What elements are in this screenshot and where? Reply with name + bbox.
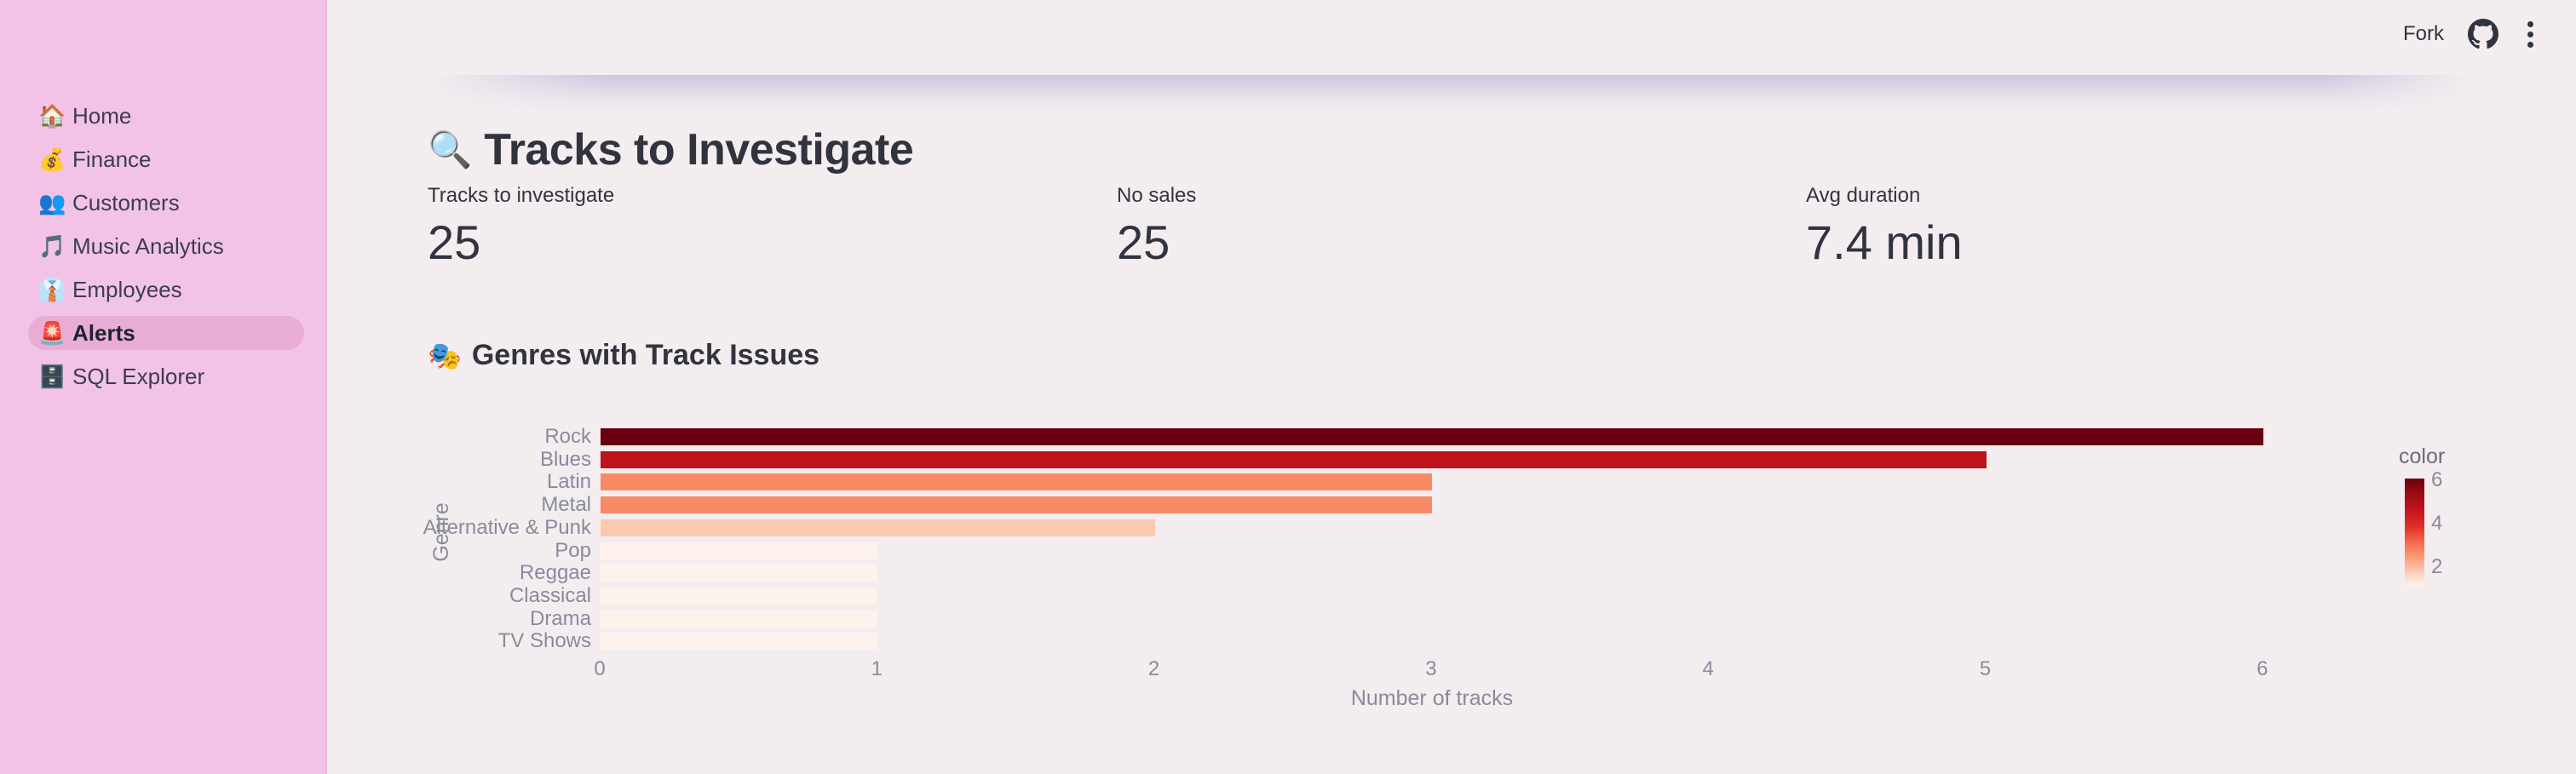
category-label: Metal (541, 493, 591, 517)
sidebar: 🏠 Home 💰 Finance 👥 Customers 🎵 Music Analytics 👔… (0, 0, 327, 774)
magnifier-icon: 🔍 (428, 129, 473, 169)
metric-label: No sales (1117, 184, 1197, 207)
bar-latin (601, 473, 1432, 491)
x-axis-title: Number of tracks (1350, 686, 1514, 710)
legend-tick-label: 6 (2431, 468, 2443, 491)
sidebar-item-label: Finance (72, 146, 152, 172)
sidebar-item-label: Music Analytics (72, 232, 224, 259)
money-bag-icon: 💰 (38, 146, 66, 172)
bar-classical (601, 587, 878, 605)
category-label: Alternative & Punk (423, 515, 591, 539)
x-tick-label: 1 (871, 657, 883, 680)
x-tick-label: 5 (1979, 657, 1992, 680)
sidebar-item-label: Alerts (72, 319, 135, 346)
header-shadow-decoration (426, 75, 2470, 114)
metric-value: 7.4 min (1806, 215, 1963, 269)
category-label: Reggae (519, 561, 591, 585)
sidebar-item-sql-explorer[interactable]: 🗄️ SQL Explorer (28, 359, 304, 393)
sidebar-item-alerts[interactable]: 🚨 Alerts (28, 316, 304, 350)
x-tick-label: 0 (594, 657, 606, 680)
x-tick-label: 4 (1702, 657, 1714, 680)
metrics-row: Tracks to investigate 25 No sales 25 Avg… (428, 184, 2489, 272)
sidebar-item-customers[interactable]: 👥 Customers (28, 186, 304, 220)
file-cabinet-icon: 🗄️ (38, 364, 66, 389)
sidebar-item-label: SQL Explorer (72, 363, 205, 389)
bar-reggae (601, 565, 878, 582)
sidebar-item-finance[interactable]: 💰 Finance (28, 142, 304, 176)
legend-title: color (2399, 444, 2446, 468)
sidebar-item-home[interactable]: 🏠 Home (28, 99, 304, 133)
category-label: Drama (529, 606, 591, 630)
sidebar-item-music-analytics[interactable]: 🎵 Music Analytics (28, 229, 304, 263)
bar-metal (601, 496, 1432, 514)
metric-label: Tracks to investigate (428, 184, 615, 207)
category-label: Latin (546, 470, 591, 494)
x-tick-label: 2 (1147, 657, 1160, 680)
sidebar-item-label: Employees (72, 276, 182, 302)
y-axis-title: Genre (429, 502, 453, 562)
necktie-icon: 👔 (38, 277, 66, 302)
bar-rock (601, 428, 2263, 445)
musical-note-icon: 🎵 (38, 233, 66, 259)
metric-no-sales: No sales 25 (1117, 184, 1806, 272)
metric-value: 25 (1117, 215, 1170, 269)
category-label: Rock (544, 425, 591, 448)
category-label: Classical (509, 583, 591, 607)
overflow-menu-button[interactable] (2522, 20, 2539, 49)
category-label: Pop (555, 538, 591, 562)
siren-icon: 🚨 (38, 320, 66, 346)
section-title-text: Genres with Track Issues (471, 339, 820, 371)
busts-icon: 👥 (38, 190, 66, 215)
bar-pop (601, 542, 878, 559)
bar-alternative-punk (601, 519, 1155, 536)
category-label: Blues (539, 447, 591, 471)
sidebar-item-label: Home (72, 102, 132, 129)
legend-tick-label: 2 (2431, 554, 2443, 578)
metric-label: Avg duration (1806, 184, 1921, 207)
metric-avg-duration: Avg duration 7.4 min (1806, 184, 2495, 272)
page-title-text: Tracks to Investigate (484, 125, 914, 175)
house-icon: 🏠 (38, 103, 66, 129)
metric-value: 25 (428, 215, 481, 269)
sidebar-item-label: Customers (72, 189, 180, 215)
bar-drama (601, 610, 878, 628)
theater-masks-icon: 🎭 (428, 340, 462, 371)
sidebar-nav: 🏠 Home 💰 Finance 👥 Customers 🎵 Music Analytics 👔… (28, 99, 304, 393)
legend-tick-label: 4 (2431, 511, 2443, 535)
metric-tracks-to-investigate: Tracks to investigate 25 (428, 184, 1117, 272)
fork-button[interactable]: Fork (2403, 22, 2444, 45)
x-tick-label: 3 (1425, 657, 1437, 680)
page-title: 🔍 Tracks to Investigate (428, 124, 914, 175)
sidebar-item-employees[interactable]: 👔 Employees (28, 272, 304, 307)
bar-tv-shows (601, 633, 878, 651)
category-label: TV Shows (497, 629, 591, 653)
legend-colorbar (2405, 479, 2424, 587)
github-icon[interactable] (2468, 19, 2498, 49)
toolbar: Fork (2403, 19, 2539, 49)
x-tick-label: 6 (2257, 657, 2268, 680)
section-title: 🎭 Genres with Track Issues (428, 339, 819, 372)
bar-blues (601, 450, 1987, 468)
